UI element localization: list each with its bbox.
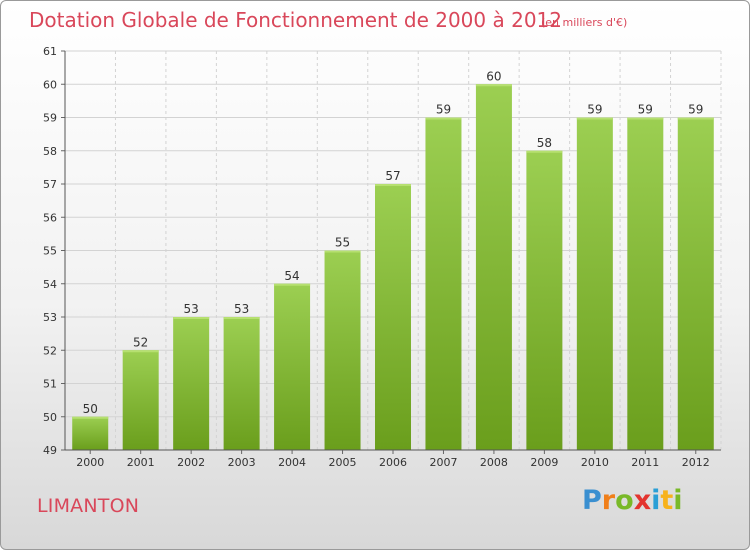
bar-highlight	[526, 150, 563, 153]
data-label-2002: 53	[184, 302, 199, 316]
bar-2008	[475, 84, 512, 450]
y-tick-label: 61	[43, 45, 57, 58]
y-tick-label: 57	[43, 178, 57, 191]
data-labels: 50 52 53 53 54 55 57 59 60 58 59 59 59	[83, 69, 704, 416]
bar-highlight	[475, 84, 512, 87]
bar-highlight	[173, 317, 210, 319]
bar-highlight	[627, 117, 664, 120]
x-tick-label-2010: 2010	[581, 456, 609, 469]
bar-highlight	[223, 317, 260, 319]
x-tick-label-2001: 2001	[127, 456, 155, 469]
bar-2012	[677, 117, 714, 450]
x-tick-label-2002: 2002	[177, 456, 205, 469]
data-label-2000: 50	[83, 402, 98, 416]
bar-2009	[526, 150, 563, 450]
bar-highlight	[576, 117, 613, 120]
x-tick-label-2008: 2008	[480, 456, 508, 469]
y-tick-label: 52	[43, 344, 57, 357]
logo-letter: o	[615, 485, 634, 516]
logo-letter: P	[582, 485, 602, 516]
x-tick-label-2004: 2004	[278, 456, 306, 469]
y-tick-label: 51	[43, 378, 57, 391]
commune-name: LIMANTON	[37, 495, 140, 517]
data-label-2009: 58	[537, 136, 552, 150]
x-tick-label-2011: 2011	[631, 456, 659, 469]
logo-letter: i	[651, 485, 661, 516]
bar-2000	[72, 416, 109, 450]
data-label-2007: 59	[436, 103, 451, 117]
data-label-2012: 59	[688, 103, 703, 117]
data-label-2010: 59	[587, 103, 602, 117]
bar-highlight	[324, 250, 361, 253]
x-tick-label-2005: 2005	[329, 456, 357, 469]
bar-highlight	[274, 283, 311, 286]
logo-letter: t	[660, 485, 674, 516]
bar-highlight	[677, 117, 714, 120]
axes: 49 50 51 52 53 54 55 56 57 58 59 60 61 2000 2001 2002 20…	[43, 45, 721, 469]
bar-2004	[274, 283, 311, 450]
x-tick-label-2009: 2009	[530, 456, 558, 469]
bar-2006	[375, 184, 411, 450]
bar-2011	[627, 117, 664, 450]
y-tick-label: 55	[43, 245, 57, 258]
bar-2005	[324, 250, 361, 450]
data-label-2001: 52	[133, 335, 148, 349]
logo-letter: i	[673, 485, 683, 516]
logo-letter: r	[601, 485, 616, 516]
data-label-2008: 60	[486, 69, 501, 83]
bar-2002	[173, 317, 210, 450]
chart-subtitle: (en milliers d'€)	[541, 16, 628, 29]
x-tick-label-2012: 2012	[682, 456, 710, 469]
logo-letter: x	[633, 485, 652, 516]
data-label-2005: 55	[335, 236, 350, 250]
x-tick-label-2000: 2000	[76, 456, 104, 469]
bar-highlight	[122, 350, 159, 353]
data-label-2004: 54	[284, 269, 299, 283]
bar-highlight	[72, 416, 109, 419]
y-tick-label: 60	[43, 78, 57, 91]
y-tick-label: 59	[43, 112, 57, 125]
bars	[72, 84, 714, 450]
x-tick-label-2003: 2003	[228, 456, 256, 469]
y-tick-label: 56	[43, 211, 57, 224]
x-tick-label-2007: 2007	[429, 456, 457, 469]
proxiti-logo: Proxiti	[582, 485, 683, 516]
y-tick-label: 54	[43, 278, 57, 291]
data-label-2006: 57	[385, 169, 400, 183]
y-tick-label: 50	[43, 411, 57, 424]
y-tick-label: 53	[43, 311, 57, 324]
bar-2007	[425, 117, 462, 450]
x-tick-label-2006: 2006	[379, 456, 407, 469]
bar-2010	[576, 117, 613, 450]
bar-2003	[223, 317, 260, 450]
data-label-2003: 53	[234, 302, 249, 316]
bar-highlight	[425, 117, 462, 120]
y-tick-label: 49	[43, 444, 57, 457]
bar-2001	[122, 350, 159, 450]
bar-highlight	[375, 184, 411, 186]
chart-title: Dotation Globale de Fonctionnement de 20…	[29, 8, 562, 32]
data-label-2011: 59	[638, 103, 653, 117]
y-tick-label: 58	[43, 145, 57, 158]
